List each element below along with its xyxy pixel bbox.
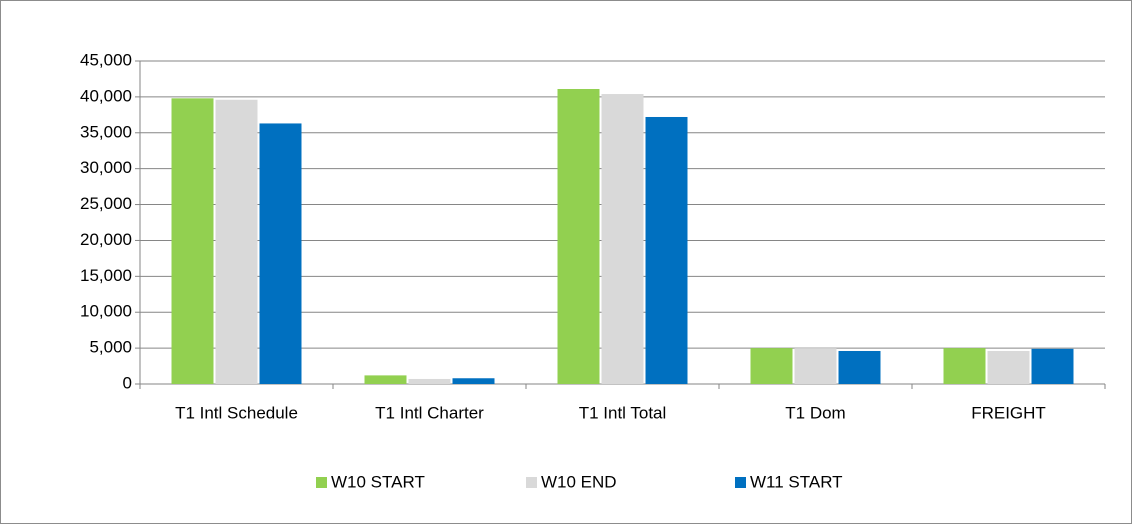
bar <box>645 116 688 384</box>
x-tick-label: T1 Intl Total <box>579 403 667 422</box>
legend-swatch <box>735 477 746 488</box>
y-tick-label: 45,000 <box>80 50 132 69</box>
legend-label: W10 END <box>541 472 617 491</box>
y-tick-label: 30,000 <box>80 158 132 177</box>
bar <box>171 98 214 384</box>
bar <box>838 350 881 384</box>
legend-label: W11 START <box>750 472 843 491</box>
bar <box>408 378 451 384</box>
legend-swatch <box>526 477 537 488</box>
bar <box>987 350 1030 384</box>
bar <box>557 88 600 384</box>
y-tick-label: 20,000 <box>80 230 132 249</box>
bar <box>452 378 495 384</box>
y-tick-label: 35,000 <box>80 122 132 141</box>
y-tick-label: 15,000 <box>80 266 132 285</box>
bar <box>1031 348 1074 384</box>
bar <box>601 94 644 385</box>
x-tick-label: T1 Intl Schedule <box>175 403 298 422</box>
y-tick-label: 40,000 <box>80 86 132 105</box>
bar <box>943 348 986 384</box>
bar <box>750 348 793 384</box>
legend-swatch <box>316 477 327 488</box>
y-tick-label: 5,000 <box>89 338 132 357</box>
x-tick-label: T1 Intl Charter <box>375 403 484 422</box>
y-tick-label: 25,000 <box>80 194 132 213</box>
bar <box>364 375 407 384</box>
y-tick-label: 10,000 <box>80 302 132 321</box>
bar <box>215 99 258 384</box>
y-tick-label: 0 <box>123 373 132 392</box>
legend-label: W10 START <box>331 472 425 491</box>
x-tick-label: T1 Dom <box>785 403 845 422</box>
bar <box>259 123 302 385</box>
bar <box>794 348 837 384</box>
x-tick-label: FREIGHT <box>971 403 1046 422</box>
